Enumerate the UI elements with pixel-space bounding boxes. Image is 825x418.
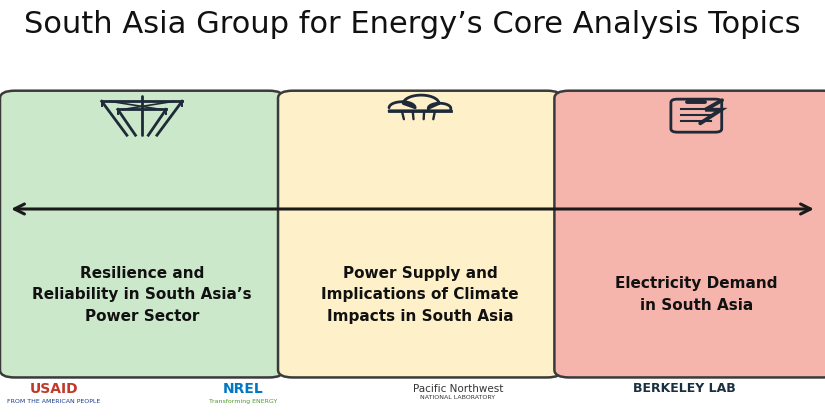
Text: Transforming ENERGY: Transforming ENERGY [210, 399, 277, 404]
Polygon shape [389, 95, 450, 111]
Text: Power Supply and
Implications of Climate
Impacts in South Asia: Power Supply and Implications of Climate… [321, 265, 519, 324]
Text: South Asia Group for Energy’s Core Analysis Topics: South Asia Group for Energy’s Core Analy… [24, 10, 801, 39]
Text: Pacific Northwest: Pacific Northwest [412, 384, 503, 394]
Text: Electricity Demand
in South Asia: Electricity Demand in South Asia [615, 276, 777, 313]
Text: NATIONAL LABORATORY: NATIONAL LABORATORY [420, 395, 496, 400]
Text: Resilience and
Reliability in South Asia’s
Power Sector: Resilience and Reliability in South Asia… [32, 265, 252, 324]
Text: FROM THE AMERICAN PEOPLE: FROM THE AMERICAN PEOPLE [7, 399, 101, 404]
Text: BERKELEY LAB: BERKELEY LAB [634, 382, 736, 395]
Text: NREL: NREL [223, 382, 264, 396]
FancyBboxPatch shape [0, 91, 284, 377]
FancyBboxPatch shape [554, 91, 825, 377]
FancyBboxPatch shape [278, 91, 562, 377]
Text: USAID: USAID [30, 382, 78, 396]
